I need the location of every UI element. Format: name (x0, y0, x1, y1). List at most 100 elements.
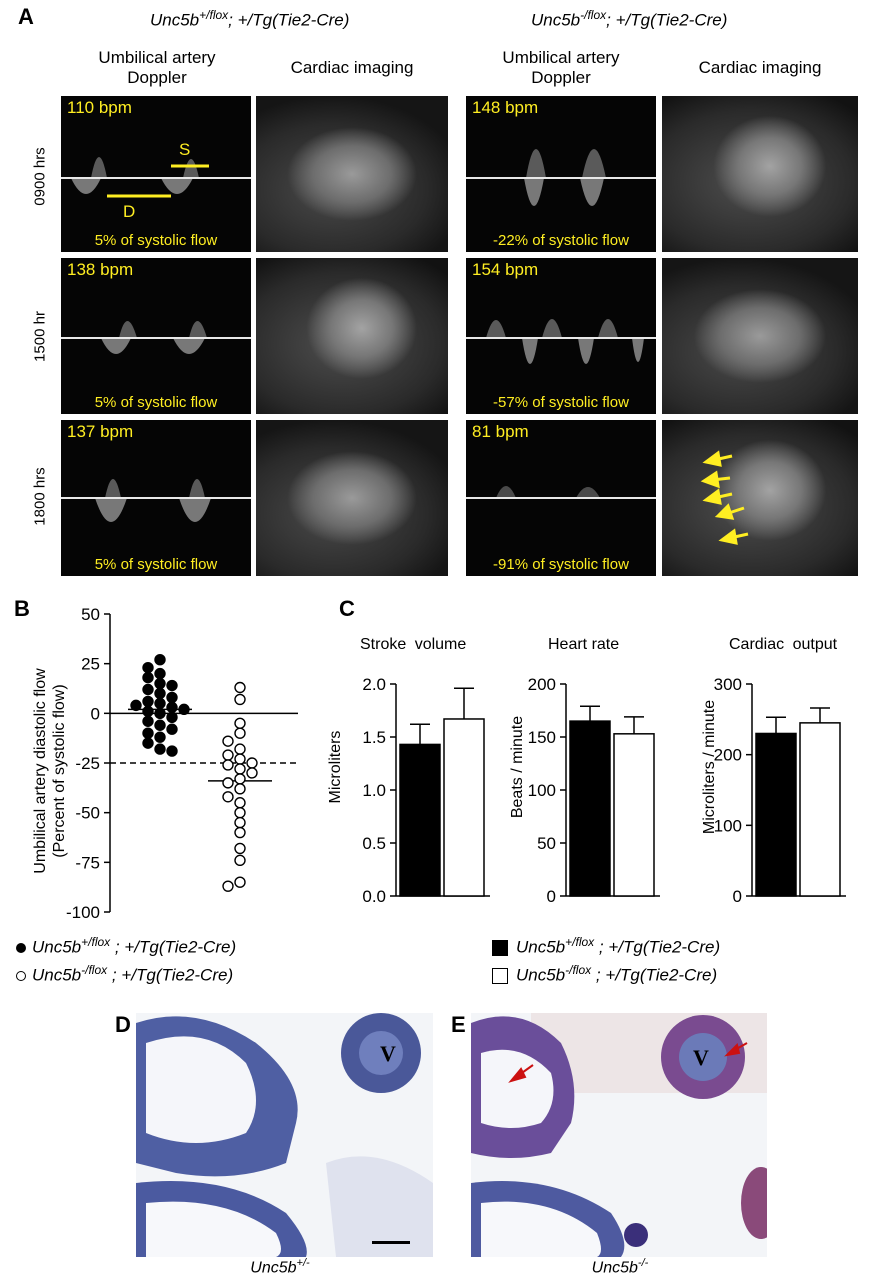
panel-c-label: C (339, 596, 355, 621)
scatter-point (166, 691, 178, 704)
legend-b-filled: Unc5b+/flox ; +/Tg(Tie2-Cre) (16, 935, 236, 958)
bpm-left-0900: 110 bpm (67, 98, 132, 117)
bar (443, 718, 485, 897)
doppler-right-1500: 154 bpm -57% of systolic flow (466, 258, 656, 414)
scatter-ylabel: Umbilical artery diastolic flow (Percent… (32, 668, 68, 874)
scatter-point (142, 727, 154, 739)
bpm-left-1800: 137 bpm (67, 422, 134, 441)
bar-y-tick-label: 100 (528, 781, 556, 800)
scatter-point (222, 759, 234, 771)
histology-e: V (471, 1013, 767, 1257)
scatter-point (154, 677, 166, 690)
bar-y-tick-label: 1.0 (362, 781, 386, 800)
cardiac-left-1500 (256, 258, 448, 414)
scatter-y-tick-label: -50 (75, 804, 100, 823)
bar-y-tick-label: 200 (528, 675, 556, 694)
scatter-point (142, 715, 154, 727)
scatter-point (166, 679, 178, 692)
flow-right-1500: -57% of systolic flow (493, 394, 629, 411)
scatter-point (222, 749, 234, 761)
caption-d: Unc5b+/- (250, 1257, 310, 1277)
bpm-right-0900: 148 bpm (472, 98, 539, 117)
marker-d: D (123, 202, 136, 221)
scatter-point (154, 743, 166, 755)
scatter-point (234, 693, 246, 706)
scatter-point (154, 687, 166, 700)
scatter-y-tick-label: -100 (66, 903, 100, 922)
bar-y-tick-label: 50 (537, 834, 556, 853)
scatter-y-tick-label: -25 (75, 754, 100, 773)
caption-e: Unc5b-/- (591, 1257, 649, 1277)
scatter-point (234, 806, 246, 819)
bar-y-tick-label: 0 (733, 887, 742, 906)
scatter-point (234, 816, 246, 829)
doppler-left-0900: 110 bpm S D 5% of systolic flow (61, 96, 251, 252)
cardiac-output-ylabel: Microliters / minute (701, 699, 718, 835)
left-doppler-heading: Umbilical artery Doppler (98, 48, 216, 87)
bar-y-tick-label: 2.0 (362, 675, 386, 694)
bar-chart-stroke-volume: 0.0 0.5 1.0 1.5 2.0 (362, 675, 490, 906)
scatter-point (222, 791, 234, 803)
red-arrow-icon (508, 1042, 748, 1083)
scatter-chart-b: 50 25 0 -25 -50 -75 -100 (66, 605, 298, 922)
bar-chart-cardiac-output: 0 100 200 300 (714, 675, 846, 906)
scatter-y-tick-label: 0 (91, 704, 100, 723)
row-label-1500: 1500 hr (31, 311, 49, 362)
cardiac-right-1800 (662, 420, 858, 576)
scatter-point (142, 695, 154, 708)
scatter-point (234, 743, 246, 755)
bar-chart-heart-rate: 0 50 100 150 200 (528, 675, 660, 906)
open-circle-icon (16, 971, 26, 982)
bpm-left-1500: 138 bpm (67, 260, 134, 279)
flow-left-1800: 5% of systolic flow (94, 556, 218, 573)
scatter-point (234, 753, 246, 765)
scatter-point (178, 703, 190, 716)
bar (799, 722, 841, 897)
scatter-point (142, 705, 154, 718)
cardiac-left-0900 (256, 96, 448, 252)
scatter-point (222, 735, 234, 747)
scatter-point (142, 737, 154, 749)
scatter-point (234, 842, 246, 855)
scatter-point (246, 757, 258, 769)
legend-b-open: Unc5b-/flox ; +/Tg(Tie2-Cre) (16, 963, 233, 986)
heart-rate-title: Heart rate (548, 636, 620, 653)
bar-y-tick-label: 1.5 (362, 728, 386, 747)
scatter-point (154, 719, 166, 731)
scatter-point (154, 731, 166, 743)
panel-e-label: E (451, 1012, 466, 1037)
cardiac-output-title: Cardiac output (729, 636, 838, 653)
panel-a-label: A (18, 4, 34, 29)
scatter-point (142, 671, 154, 684)
bar (613, 733, 655, 897)
filled-square-icon (492, 940, 508, 957)
scatter-y-tick-label: 50 (81, 605, 100, 624)
scatter-point (222, 880, 234, 892)
bar-y-tick-label: 0.5 (362, 834, 386, 853)
scatter-point (234, 727, 246, 739)
doppler-left-1500: 138 bpm 5% of systolic flow (61, 258, 251, 414)
stroke-volume-title: Stroke volume (360, 636, 467, 653)
scatter-point (166, 711, 178, 724)
scatter-point (234, 763, 246, 775)
scatter-point (166, 723, 178, 735)
bar-y-tick-label: 200 (714, 746, 742, 765)
histology-d: V (136, 1013, 433, 1257)
heart-rate-ylabel: Beats / minute (509, 715, 526, 819)
right-doppler-heading: Umbilical artery Doppler (502, 48, 620, 87)
scatter-y-tick-label: -75 (75, 853, 100, 872)
cardiac-right-1500 (662, 258, 858, 414)
flow-right-0900: -22% of systolic flow (493, 232, 629, 249)
bar-y-tick-label: 300 (714, 675, 742, 694)
scatter-point (234, 797, 246, 809)
scatter-point (222, 777, 234, 789)
bpm-right-1500: 154 bpm (472, 260, 539, 279)
scatter-point (234, 717, 246, 729)
marker-s: S (179, 140, 191, 159)
filled-circle-icon (16, 943, 26, 954)
bpm-right-1800: 81 bpm (472, 422, 529, 441)
scatter-point (234, 773, 246, 785)
scatter-point (154, 707, 166, 720)
doppler-left-1800: 137 bpm 5% of systolic flow (61, 420, 251, 576)
bar-y-tick-label: 0.0 (362, 887, 386, 906)
